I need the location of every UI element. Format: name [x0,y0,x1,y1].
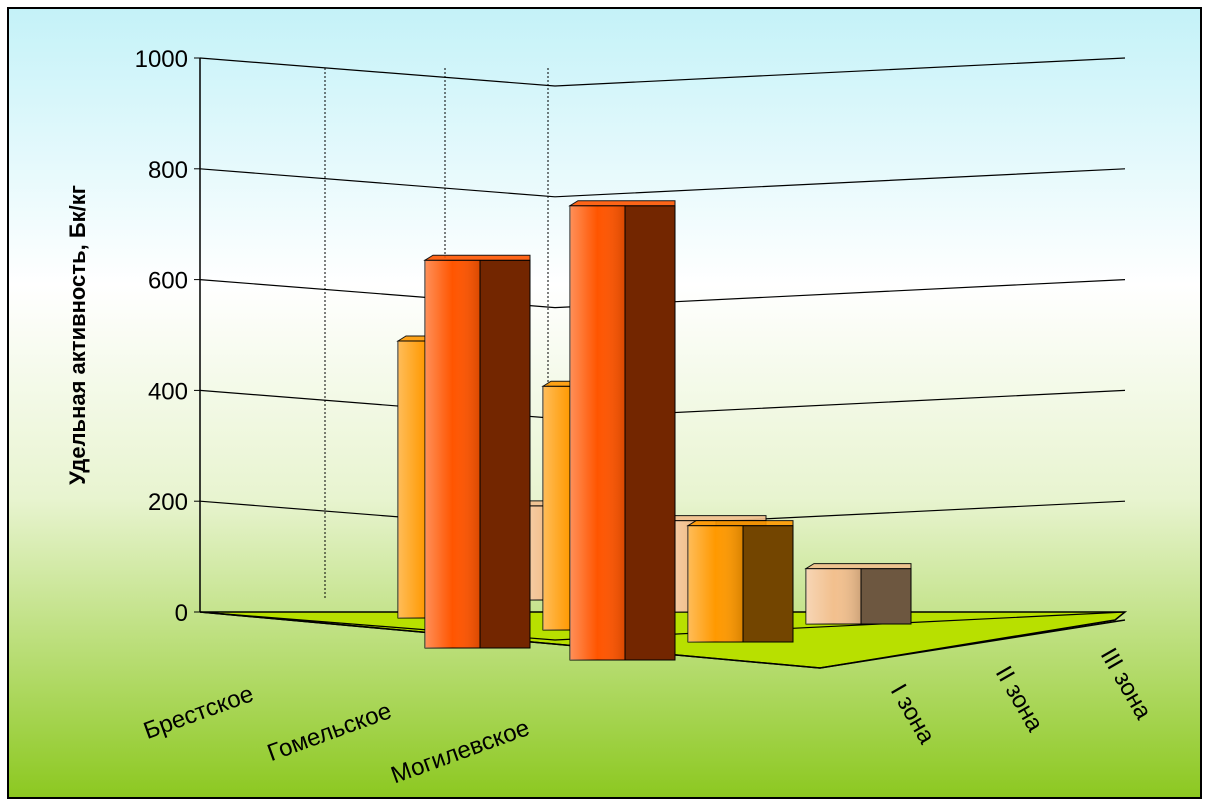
bar-shade [806,568,861,624]
y-tick-label: 800 [148,157,188,184]
bar-shade [688,525,743,642]
y-tick-label: 200 [148,489,188,516]
y-tick-label: 0 [175,600,188,627]
y-tick-label: 400 [148,378,188,405]
bar-top [423,254,531,261]
bar-shade [570,205,625,660]
bar-shade [425,260,480,648]
grid-line [199,168,1126,198]
bar-top [804,563,912,570]
y-tick-label: 600 [148,268,188,295]
grid-line [199,611,1126,641]
bar-side-shade [625,205,675,660]
bar-side-shade [480,260,530,648]
y-tick-label: 1000 [135,46,188,73]
bar-side-shade [743,525,793,642]
axis [819,619,1126,669]
grid-line [199,279,1126,309]
bar-top [659,515,767,522]
y-axis-label: Удельная активность, Бк/кг [65,185,90,485]
bar-top [686,520,794,527]
bar-side-shade [861,568,911,624]
bar-top [568,200,676,207]
grid-line [199,57,1126,87]
